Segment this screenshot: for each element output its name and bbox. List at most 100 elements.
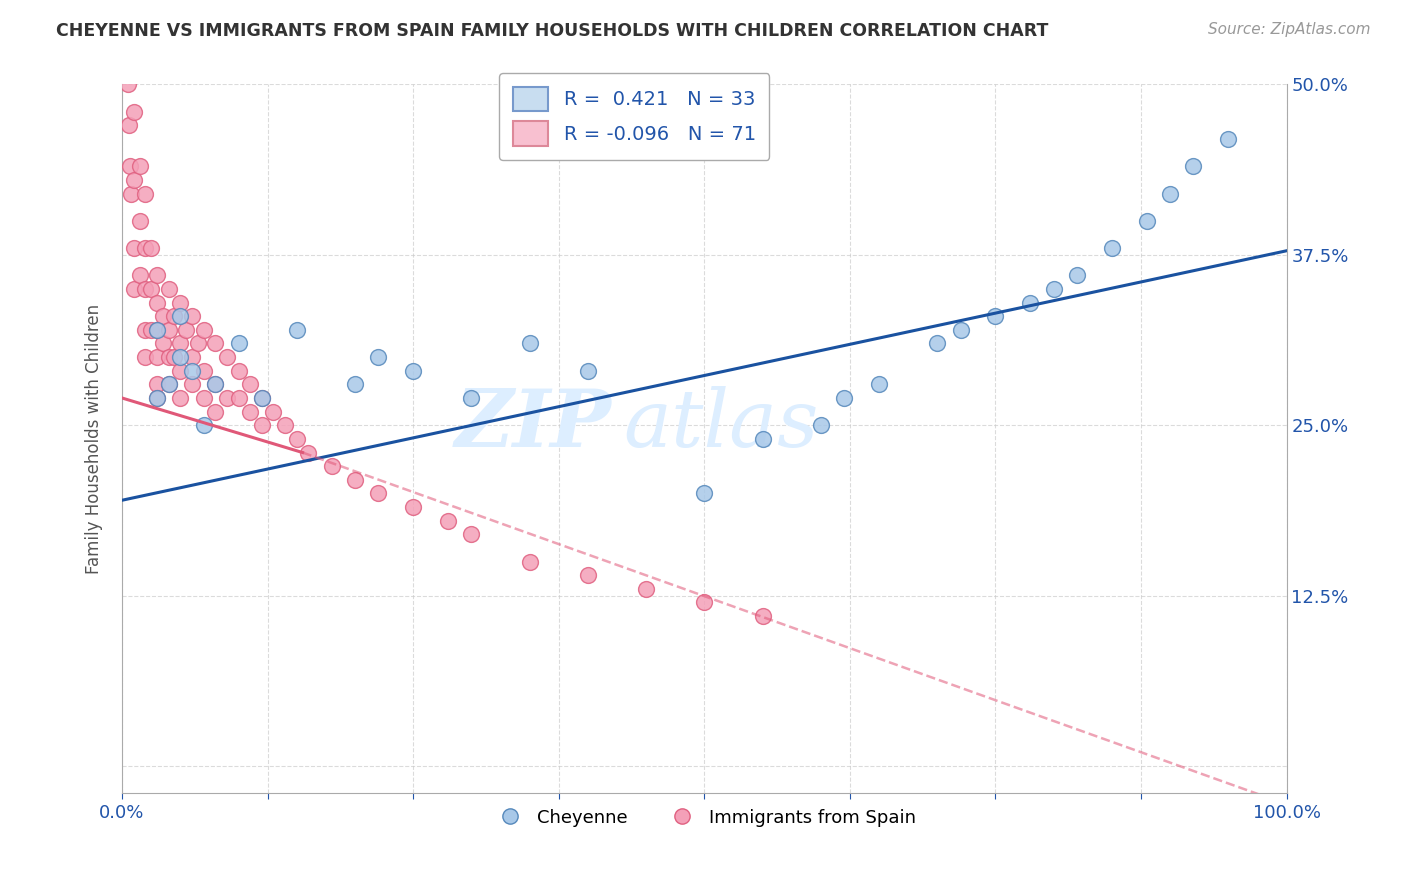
Text: atlas: atlas bbox=[623, 386, 818, 464]
Point bbox=[1066, 268, 1088, 283]
Point bbox=[118, 119, 141, 133]
Point bbox=[984, 309, 1007, 323]
Point bbox=[157, 377, 180, 392]
Y-axis label: Family Households with Children: Family Households with Children bbox=[86, 304, 103, 574]
Point bbox=[868, 377, 890, 392]
Point bbox=[152, 336, 174, 351]
Point bbox=[1182, 159, 1205, 173]
Point bbox=[157, 282, 180, 296]
Point bbox=[215, 350, 238, 364]
Point bbox=[181, 377, 204, 392]
Point bbox=[460, 391, 482, 405]
Point bbox=[128, 159, 150, 173]
Point bbox=[204, 377, 226, 392]
Point bbox=[343, 473, 366, 487]
Point bbox=[228, 336, 250, 351]
Point bbox=[519, 555, 541, 569]
Point bbox=[193, 323, 215, 337]
Point bbox=[367, 350, 389, 364]
Point bbox=[810, 418, 832, 433]
Point bbox=[122, 241, 145, 255]
Point bbox=[402, 500, 425, 514]
Point bbox=[117, 78, 139, 92]
Point bbox=[285, 323, 308, 337]
Point bbox=[285, 432, 308, 446]
Point bbox=[122, 104, 145, 119]
Point bbox=[134, 350, 156, 364]
Point bbox=[163, 350, 186, 364]
Point bbox=[321, 459, 343, 474]
Point bbox=[128, 213, 150, 227]
Point bbox=[134, 282, 156, 296]
Point bbox=[239, 377, 262, 392]
Point bbox=[367, 486, 389, 500]
Point bbox=[157, 350, 180, 364]
Point bbox=[239, 404, 262, 418]
Point bbox=[134, 241, 156, 255]
Legend: Cheyenne, Immigrants from Spain: Cheyenne, Immigrants from Spain bbox=[485, 802, 924, 834]
Point bbox=[134, 323, 156, 337]
Point bbox=[949, 323, 972, 337]
Point bbox=[169, 364, 191, 378]
Point bbox=[146, 391, 169, 405]
Point bbox=[751, 432, 773, 446]
Point bbox=[576, 568, 599, 582]
Point bbox=[169, 391, 191, 405]
Point bbox=[1218, 132, 1240, 146]
Point bbox=[228, 364, 250, 378]
Point bbox=[402, 364, 425, 378]
Point bbox=[169, 336, 191, 351]
Point bbox=[693, 486, 716, 500]
Point bbox=[157, 377, 180, 392]
Point bbox=[187, 336, 209, 351]
Point bbox=[832, 391, 855, 405]
Point bbox=[274, 418, 297, 433]
Point bbox=[576, 364, 599, 378]
Point bbox=[134, 186, 156, 201]
Point bbox=[228, 391, 250, 405]
Point bbox=[122, 282, 145, 296]
Point bbox=[163, 309, 186, 323]
Point bbox=[193, 418, 215, 433]
Point bbox=[1019, 295, 1042, 310]
Point bbox=[250, 391, 273, 405]
Point bbox=[181, 350, 204, 364]
Point bbox=[141, 323, 163, 337]
Point bbox=[157, 323, 180, 337]
Point bbox=[181, 364, 204, 378]
Point bbox=[215, 391, 238, 405]
Point bbox=[146, 295, 169, 310]
Point bbox=[1136, 213, 1159, 227]
Text: ZIP: ZIP bbox=[454, 386, 612, 464]
Point bbox=[169, 309, 191, 323]
Text: CHEYENNE VS IMMIGRANTS FROM SPAIN FAMILY HOUSEHOLDS WITH CHILDREN CORRELATION CH: CHEYENNE VS IMMIGRANTS FROM SPAIN FAMILY… bbox=[56, 22, 1049, 40]
Point bbox=[146, 323, 169, 337]
Point bbox=[204, 404, 226, 418]
Point bbox=[262, 404, 284, 418]
Point bbox=[169, 350, 191, 364]
Point bbox=[297, 445, 319, 459]
Point bbox=[146, 391, 169, 405]
Point bbox=[146, 323, 169, 337]
Point bbox=[250, 418, 273, 433]
Point bbox=[193, 391, 215, 405]
Point bbox=[120, 159, 142, 173]
Point bbox=[146, 377, 169, 392]
Point bbox=[460, 527, 482, 541]
Point bbox=[437, 514, 460, 528]
Point bbox=[751, 609, 773, 624]
Point bbox=[343, 377, 366, 392]
Point bbox=[636, 582, 658, 596]
Point bbox=[181, 309, 204, 323]
Text: Source: ZipAtlas.com: Source: ZipAtlas.com bbox=[1208, 22, 1371, 37]
Point bbox=[519, 336, 541, 351]
Point bbox=[927, 336, 949, 351]
Point bbox=[152, 309, 174, 323]
Point bbox=[1042, 282, 1064, 296]
Point bbox=[693, 595, 716, 609]
Point bbox=[174, 323, 197, 337]
Point bbox=[146, 268, 169, 283]
Point bbox=[1101, 241, 1123, 255]
Point bbox=[204, 377, 226, 392]
Point bbox=[146, 350, 169, 364]
